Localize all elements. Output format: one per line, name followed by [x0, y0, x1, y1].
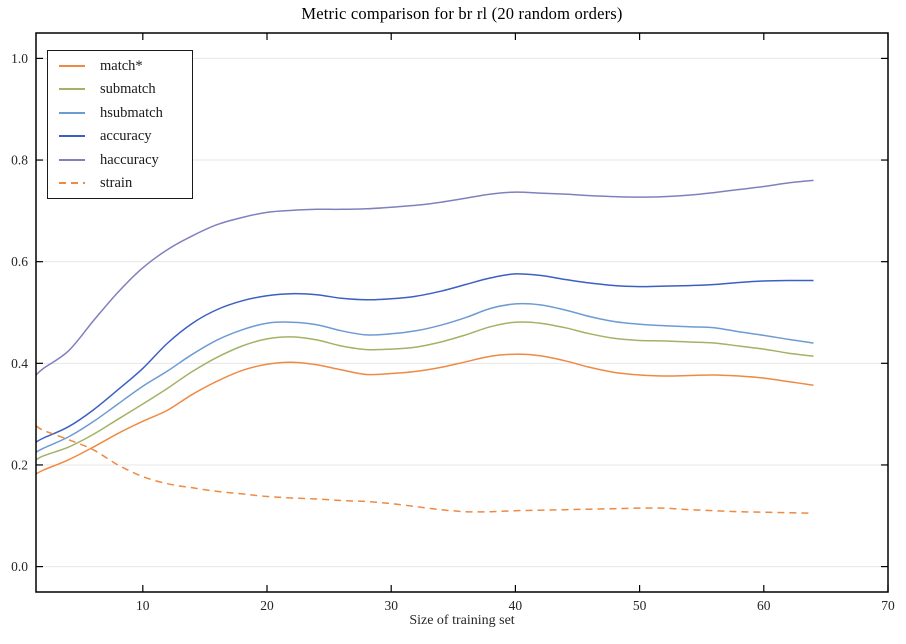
x-tick-label: 50 — [633, 598, 647, 613]
x-tick-label: 20 — [260, 598, 274, 613]
legend-line-sample-submatch — [59, 88, 85, 91]
legend-label: accuracy — [100, 128, 152, 144]
series-strain-line — [35, 425, 814, 514]
y-tick-label: 0.0 — [11, 559, 28, 574]
legend-line-sample-match — [59, 64, 85, 67]
legend-item-submatch: submatch — [48, 78, 192, 102]
legend-item-hsubmatch: hsubmatch — [48, 101, 192, 125]
y-tick-label: 1.0 — [11, 51, 28, 66]
axes-spines — [35, 32, 889, 593]
legend-line-sample-accuracy — [59, 135, 85, 138]
legend-item-accuracy: accuracy — [48, 125, 192, 149]
legend-label: haccuracy — [100, 151, 159, 168]
legend-item-strain: strain — [48, 172, 192, 196]
legend-label: match* — [100, 57, 143, 74]
series-hsubmatch-line — [35, 302, 814, 453]
y-tick-label: 0.2 — [11, 457, 28, 472]
legend-item-match: match* — [48, 54, 192, 78]
x-tick-label: 70 — [881, 598, 895, 613]
legend-label: hsubmatch — [100, 104, 163, 121]
x-tick-label: 30 — [384, 598, 398, 613]
x-axis-label: Size of training set — [409, 613, 515, 628]
legend-line-sample-strain — [59, 182, 85, 185]
y-tick-label: 0.4 — [11, 356, 28, 371]
legend-label: strain — [100, 175, 133, 191]
legend-item-haccuracy: haccuracy — [48, 148, 192, 172]
chart-title: Metric comparison for br rl (20 random o… — [301, 4, 623, 23]
series-match-line — [35, 353, 814, 475]
series-haccuracy-line — [35, 179, 814, 376]
series-submatch-line — [35, 321, 814, 461]
x-tick-label: 60 — [757, 598, 771, 613]
legend-line-sample-hsubmatch — [59, 111, 85, 114]
legend: match* submatch hsubmatch accuracy haccu… — [47, 50, 193, 199]
y-tick-label: 0.8 — [11, 153, 28, 168]
x-tick-label: 10 — [136, 598, 150, 613]
y-tick-label: 0.6 — [11, 254, 28, 269]
legend-label: submatch — [100, 81, 156, 97]
series-accuracy-line — [35, 273, 814, 443]
x-tick-label: 40 — [509, 598, 523, 613]
legend-line-sample-haccuracy — [59, 158, 85, 161]
